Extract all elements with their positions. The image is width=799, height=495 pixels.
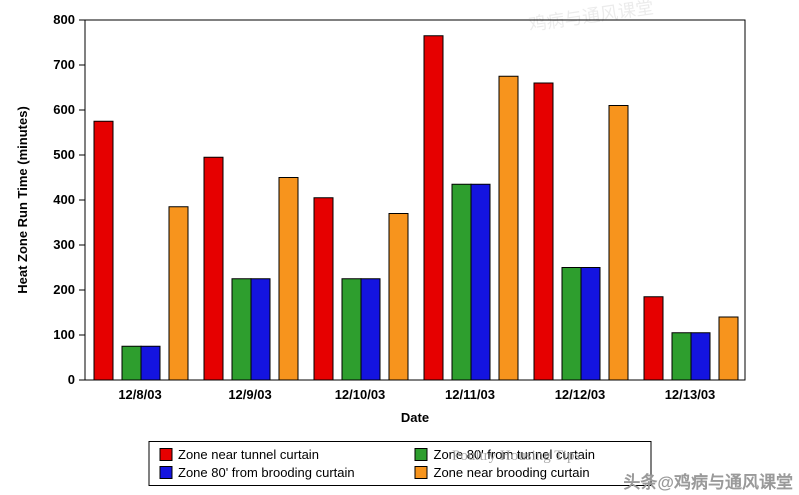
legend-item: Zone near tunnel curtain bbox=[159, 447, 385, 462]
legend-item: Zone near brooding curtain bbox=[414, 465, 641, 480]
y-tick-label: 800 bbox=[53, 12, 75, 27]
y-tick-label: 700 bbox=[53, 57, 75, 72]
category-label: 12/8/03 bbox=[118, 387, 161, 402]
bar bbox=[313, 197, 334, 381]
bar bbox=[451, 183, 472, 381]
category-label: 12/9/03 bbox=[228, 387, 271, 402]
x-axis-title: Date bbox=[401, 410, 429, 425]
bar bbox=[341, 278, 362, 381]
y-tick-label: 400 bbox=[53, 192, 75, 207]
bar bbox=[93, 120, 114, 381]
y-tick-label: 500 bbox=[53, 147, 75, 162]
bar bbox=[231, 278, 252, 381]
bar bbox=[203, 156, 224, 381]
legend-swatch bbox=[414, 466, 428, 479]
bar bbox=[608, 105, 629, 381]
bar bbox=[643, 296, 664, 381]
legend-item: Zone 80' from tunnel curtain bbox=[414, 447, 641, 462]
legend-label: Zone 80' from brooding curtain bbox=[178, 465, 355, 480]
plot-area: 12/8/03 12/9/03 12/10/03 12/11/03 12/12/03 12… bbox=[53, 12, 746, 402]
category-label: 12/13/03 bbox=[665, 387, 716, 402]
y-tick-label: 300 bbox=[53, 237, 75, 252]
bar bbox=[278, 177, 299, 381]
bar bbox=[360, 278, 381, 381]
bar bbox=[470, 183, 491, 381]
bar-chart: Heat Zone Run Time (minutes) Date 12/8/0… bbox=[15, 12, 746, 425]
legend-label: Zone near tunnel curtain bbox=[178, 447, 319, 462]
bar bbox=[140, 345, 161, 381]
y-tick-label: 600 bbox=[53, 102, 75, 117]
bar bbox=[690, 332, 711, 381]
legend-item: Zone 80' from brooding curtain bbox=[159, 465, 385, 480]
watermark-bottom-right: 头条@鸡病与通风课堂 bbox=[623, 473, 793, 492]
legend-swatch bbox=[159, 448, 172, 461]
legend-swatch bbox=[159, 466, 172, 479]
category-label: 12/11/03 bbox=[445, 387, 495, 402]
bar bbox=[671, 332, 692, 381]
y-tick-label: 100 bbox=[53, 327, 75, 342]
bar bbox=[561, 267, 582, 381]
legend-label: Zone near brooding curtain bbox=[433, 465, 590, 480]
bar bbox=[423, 35, 444, 381]
bar bbox=[121, 345, 142, 381]
legend-swatch bbox=[414, 448, 428, 461]
bar bbox=[250, 278, 271, 381]
legend-label: Zone 80' from tunnel curtain bbox=[433, 447, 595, 462]
category-label: 12/12/03 bbox=[555, 387, 606, 402]
y-tick-label: 0 bbox=[68, 372, 75, 387]
bar bbox=[533, 82, 554, 381]
legend: Zone near tunnel curtain Zone 80' from tu… bbox=[148, 441, 651, 486]
y-axis-title: Heat Zone Run Time (minutes) bbox=[15, 106, 30, 294]
category-label: 12/10/03 bbox=[335, 387, 386, 402]
bar bbox=[498, 75, 519, 381]
bar bbox=[168, 206, 189, 381]
bar bbox=[718, 316, 739, 381]
bar bbox=[388, 213, 409, 381]
bar bbox=[580, 267, 601, 381]
y-tick-label: 200 bbox=[53, 282, 75, 297]
plot-border bbox=[84, 19, 746, 381]
